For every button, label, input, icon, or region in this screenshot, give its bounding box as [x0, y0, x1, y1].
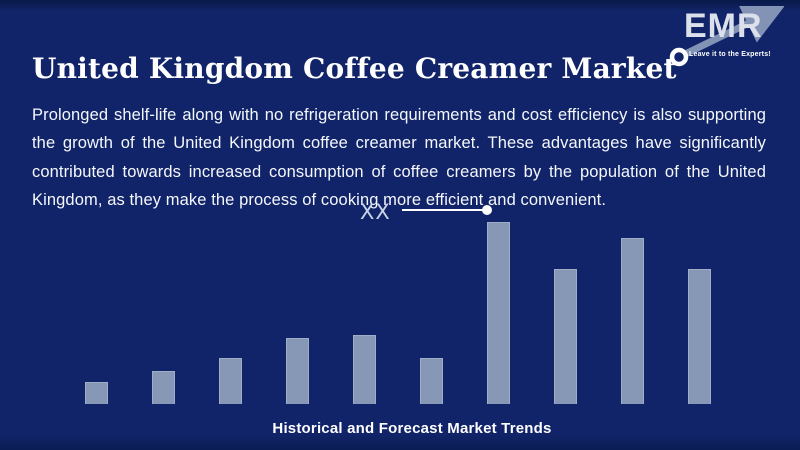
bar	[688, 269, 711, 404]
leader-line	[402, 209, 484, 211]
bar	[286, 338, 309, 404]
bar	[353, 335, 376, 404]
bar	[85, 382, 108, 404]
bar	[152, 371, 175, 404]
bar-group	[85, 222, 711, 404]
logo-tagline: Leave it to the Experts!	[689, 51, 771, 58]
bar	[420, 358, 443, 404]
bar	[621, 238, 644, 404]
bar	[219, 358, 242, 404]
logo-wordmark: EMR	[684, 7, 763, 45]
emr-logo: EMR Leave it to the Experts!	[664, 6, 784, 72]
page-title: United Kingdom Coffee Creamer Market	[32, 51, 677, 85]
growth-arrow-icon	[669, 6, 784, 67]
annotation-label: XX	[360, 200, 391, 224]
bar-chart: XX	[0, 196, 800, 404]
chart-caption: Historical and Forecast Market Trends	[272, 420, 552, 437]
intro-paragraph: Prolonged shelf-life along with no refri…	[32, 105, 766, 210]
bar	[487, 222, 510, 404]
leader-dot	[482, 205, 492, 215]
bar	[554, 269, 577, 404]
